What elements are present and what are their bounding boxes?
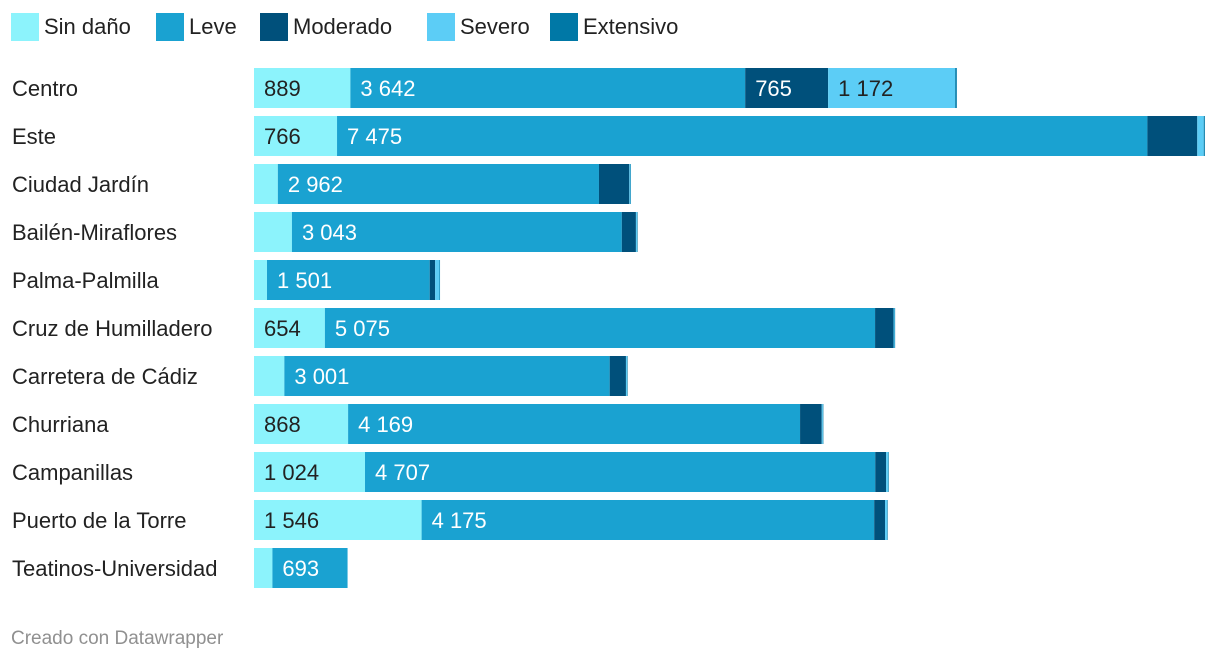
bar-cruz-de-humilladero-sin-dano bbox=[254, 308, 325, 348]
value-label-ciudad-jardin-leve: 2 962 bbox=[288, 172, 343, 197]
value-label-bailen-miraflores-leve: 3 043 bbox=[302, 220, 357, 245]
bar-este-leve bbox=[337, 116, 1148, 156]
legend-label-moderado: Moderado bbox=[293, 14, 392, 39]
bar-palma-palmilla-leve bbox=[267, 260, 430, 300]
bar-bailen-miraflores-leve bbox=[291, 212, 622, 252]
bar-campanillas-severo bbox=[886, 452, 889, 492]
bar-teatinos-universidad-sin-dano bbox=[254, 548, 273, 588]
bar-campanillas-leve bbox=[365, 452, 876, 492]
value-label-palma-palmilla-leve: 1 501 bbox=[277, 268, 332, 293]
bar-centro-moderado bbox=[745, 68, 829, 108]
category-label-este: Este bbox=[12, 124, 56, 149]
legend-swatch-severo bbox=[427, 13, 455, 41]
bar-cruz-de-humilladero-moderado bbox=[875, 308, 894, 348]
bar-ciudad-jardin-severo bbox=[629, 164, 631, 204]
category-label-bailen-miraflores: Bailén-Miraflores bbox=[12, 220, 177, 245]
chart-legend: Sin daño Leve Moderado Severo Extensivo bbox=[11, 13, 678, 41]
bar-centro-extensivo bbox=[955, 68, 957, 108]
value-label-churriana-leve: 4 169 bbox=[358, 412, 413, 437]
value-label-teatinos-universidad-leve: 693 bbox=[282, 556, 319, 581]
value-label-centro-sin-dano: 889 bbox=[264, 76, 301, 101]
category-label-puerto-de-la-torre: Puerto de la Torre bbox=[12, 508, 186, 533]
bar-carretera-de-cadiz-moderado bbox=[609, 356, 626, 396]
value-label-carretera-de-cadiz-leve: 3 001 bbox=[294, 364, 349, 389]
bar-este-severo bbox=[1197, 116, 1204, 156]
bar-centro-sin-dano bbox=[254, 68, 351, 108]
bar-este-moderado bbox=[1147, 116, 1198, 156]
category-label-campanillas: Campanillas bbox=[12, 460, 133, 485]
bar-puerto-de-la-torre-moderado bbox=[874, 500, 886, 540]
category-label-cruz-de-humilladero: Cruz de Humilladero bbox=[12, 316, 213, 341]
bar-ciudad-jardin-extensivo bbox=[630, 164, 631, 204]
category-label-ciudad-jardin: Ciudad Jardín bbox=[12, 172, 149, 197]
bar-este-extensivo bbox=[1203, 116, 1205, 156]
category-label-palma-palmilla: Palma-Palmilla bbox=[12, 268, 159, 293]
bar-churriana-moderado bbox=[800, 404, 822, 444]
bar-bailen-miraflores-severo bbox=[635, 212, 638, 252]
legend-swatch-sin-dano bbox=[11, 13, 39, 41]
value-label-cruz-de-humilladero-sin-dano: 654 bbox=[264, 316, 301, 341]
bar-churriana-leve bbox=[348, 404, 801, 444]
bar-puerto-de-la-torre-severo bbox=[885, 500, 888, 540]
legend-swatch-leve bbox=[156, 13, 184, 41]
bar-ciudad-jardin-sin-dano bbox=[254, 164, 278, 204]
bar-bailen-miraflores-moderado bbox=[621, 212, 636, 252]
bar-carretera-de-cadiz-leve bbox=[284, 356, 610, 396]
category-label-carretera-de-cadiz: Carretera de Cádiz bbox=[12, 364, 198, 389]
bar-palma-palmilla-severo bbox=[435, 260, 440, 300]
value-label-este-leve: 7 475 bbox=[347, 124, 402, 149]
bar-churriana-severo bbox=[821, 404, 823, 444]
value-label-campanillas-leve: 4 707 bbox=[375, 460, 430, 485]
bar-puerto-de-la-torre-extensivo bbox=[887, 500, 888, 540]
category-labels: Centro Este Ciudad Jardín Bailén-Miraflores… bbox=[12, 76, 217, 581]
bar-campanillas-moderado bbox=[875, 452, 887, 492]
bar-cruz-de-humilladero-leve bbox=[324, 308, 876, 348]
bar-churriana-sin-dano bbox=[254, 404, 349, 444]
category-label-centro: Centro bbox=[12, 76, 78, 101]
value-label-campanillas-sin-dano: 1 024 bbox=[264, 460, 319, 485]
bar-carretera-de-cadiz-extensivo bbox=[627, 356, 628, 396]
value-label-centro-moderado: 765 bbox=[755, 76, 792, 101]
bar-cruz-de-humilladero-severo bbox=[893, 308, 895, 348]
footer-credit: Creado con Datawrapper bbox=[11, 628, 224, 649]
bar-este-sin-dano bbox=[254, 116, 338, 156]
bar-bailen-miraflores-sin-dano bbox=[254, 212, 292, 252]
bar-bailen-miraflores-extensivo bbox=[637, 212, 638, 252]
bar-carretera-de-cadiz-sin-dano bbox=[254, 356, 285, 396]
legend-label-extensivo: Extensivo bbox=[583, 14, 678, 39]
bar-palma-palmilla-moderado bbox=[429, 260, 436, 300]
bar-carretera-de-cadiz-severo bbox=[625, 356, 628, 396]
bar-puerto-de-la-torre-leve bbox=[421, 500, 875, 540]
category-label-teatinos-universidad: Teatinos-Universidad bbox=[12, 556, 217, 581]
value-label-centro-leve: 3 642 bbox=[360, 76, 415, 101]
bar-campanillas-extensivo bbox=[888, 452, 889, 492]
value-label-puerto-de-la-torre-sin-dano: 1 546 bbox=[264, 508, 319, 533]
bar-campanillas-sin-dano bbox=[254, 452, 366, 492]
bar-palma-palmilla-sin-dano bbox=[254, 260, 268, 300]
legend-label-sin-dano: Sin daño bbox=[44, 14, 131, 39]
bar-ciudad-jardin-leve bbox=[277, 164, 599, 204]
value-label-churriana-sin-dano: 868 bbox=[264, 412, 301, 437]
value-label-puerto-de-la-torre-leve: 4 175 bbox=[432, 508, 487, 533]
bar-centro-leve bbox=[350, 68, 746, 108]
category-label-churriana: Churriana bbox=[12, 412, 109, 437]
legend-swatch-moderado bbox=[260, 13, 288, 41]
bar-churriana-extensivo bbox=[822, 404, 824, 444]
value-label-este-sin-dano: 766 bbox=[264, 124, 301, 149]
value-label-centro-severo: 1 172 bbox=[838, 76, 893, 101]
legend-label-leve: Leve bbox=[189, 14, 237, 39]
legend-swatch-extensivo bbox=[550, 13, 578, 41]
value-label-cruz-de-humilladero-leve: 5 075 bbox=[335, 316, 390, 341]
bar-palma-palmilla-extensivo bbox=[439, 260, 441, 300]
bar-ciudad-jardin-moderado bbox=[598, 164, 630, 204]
stacked-bar-chart: Sin daño Leve Moderado Severo Extensivo Cent… bbox=[11, 13, 1205, 588]
bar-puerto-de-la-torre-sin-dano bbox=[254, 500, 422, 540]
legend-label-severo: Severo bbox=[460, 14, 530, 39]
bar-centro-severo bbox=[828, 68, 956, 108]
bar-cruz-de-humilladero-extensivo bbox=[894, 308, 896, 348]
bar-teatinos-universidad-leve bbox=[272, 548, 348, 588]
